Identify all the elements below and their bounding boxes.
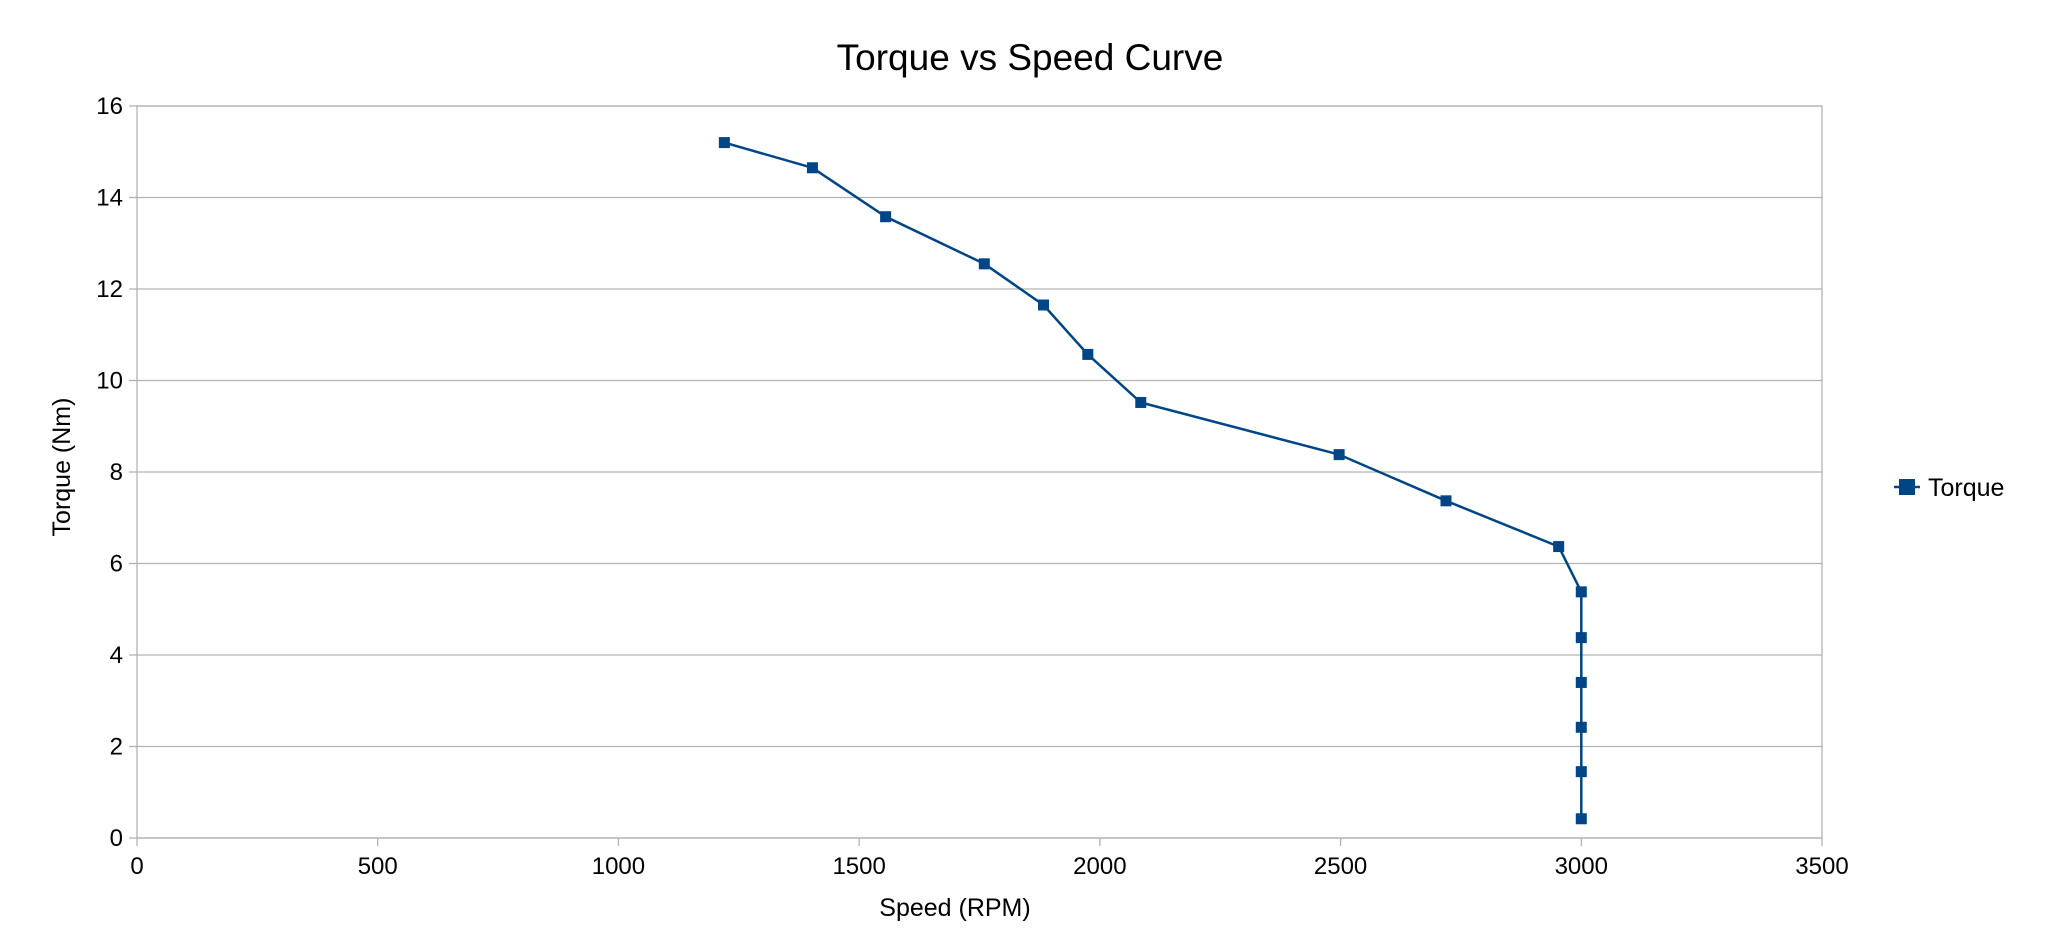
data-point-11 xyxy=(1575,586,1587,598)
y-tick-label: 0 xyxy=(110,825,123,852)
data-point-2 xyxy=(806,162,818,174)
legend-label: Torque xyxy=(1928,474,2004,502)
x-tick-label: 1000 xyxy=(592,853,645,880)
legend: Torque xyxy=(1894,474,2004,502)
axes: 0 2 4 6 8 10 12 14 16 0 500 1000 1500 2000 2500 3000 350… xyxy=(96,93,1848,880)
data-point-16 xyxy=(1575,813,1587,825)
data-point-4 xyxy=(978,258,990,270)
y-tick-label: 6 xyxy=(110,551,123,578)
y-tick-label: 4 xyxy=(110,642,123,669)
x-tick-label: 500 xyxy=(358,853,398,880)
data-point-10 xyxy=(1553,541,1565,553)
y-tick-label: 16 xyxy=(96,93,123,120)
x-tick-label: 1500 xyxy=(832,853,885,880)
data-point-1 xyxy=(718,137,730,149)
data-point-9 xyxy=(1440,495,1452,507)
x-tick-label: 3500 xyxy=(1795,853,1848,880)
x-tick-label: 0 xyxy=(130,853,143,880)
y-axis-title: Torque (Nm) xyxy=(48,398,76,537)
x-tick-label: 3000 xyxy=(1555,853,1608,880)
y-tick-label: 2 xyxy=(110,734,123,761)
x-axis-title: Speed (RPM) xyxy=(879,894,1030,922)
x-tick-label: 2500 xyxy=(1314,853,1367,880)
chart-title: Torque vs Speed Curve xyxy=(837,37,1224,78)
y-tick-label: 14 xyxy=(96,185,123,212)
grid-lines xyxy=(136,105,1823,839)
data-point-7 xyxy=(1135,396,1147,408)
series-line-torque xyxy=(723,141,1583,819)
y-tick-label: 12 xyxy=(96,276,123,303)
data-point-6 xyxy=(1082,348,1094,360)
data-point-13 xyxy=(1575,676,1587,688)
x-tick-label: 2000 xyxy=(1073,853,1126,880)
legend-marker xyxy=(1899,479,1915,495)
y-tick-label: 10 xyxy=(96,368,123,395)
data-point-8 xyxy=(1333,449,1345,461)
y-tick-label: 8 xyxy=(110,459,123,486)
series-torque xyxy=(718,137,1587,825)
data-point-5 xyxy=(1038,299,1050,311)
data-point-15 xyxy=(1575,766,1587,778)
data-point-3 xyxy=(880,211,892,223)
data-point-12 xyxy=(1575,632,1587,644)
data-point-14 xyxy=(1575,721,1587,733)
